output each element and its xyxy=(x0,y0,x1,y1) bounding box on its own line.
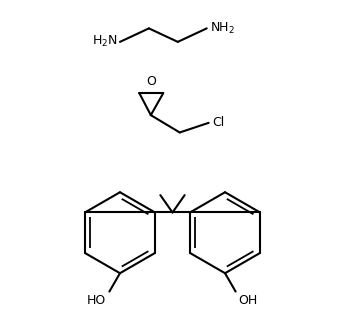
Text: H$_2$N: H$_2$N xyxy=(91,34,117,49)
Text: HO: HO xyxy=(87,294,107,308)
Text: O: O xyxy=(146,75,156,88)
Text: OH: OH xyxy=(238,294,258,308)
Text: Cl: Cl xyxy=(213,116,225,129)
Text: NH$_2$: NH$_2$ xyxy=(210,21,235,36)
